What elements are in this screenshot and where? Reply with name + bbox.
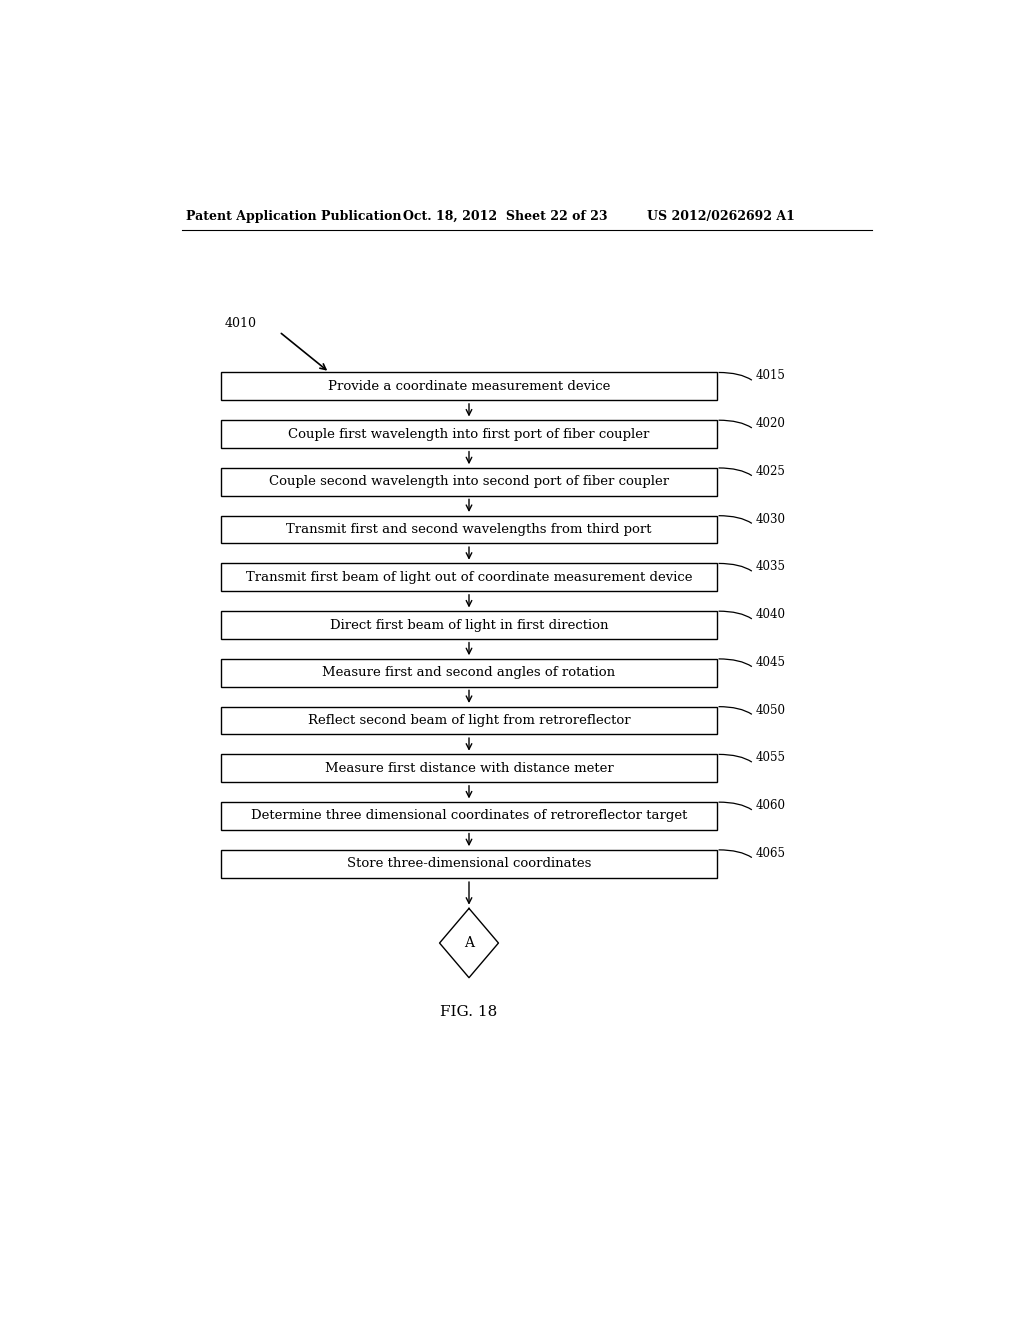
Text: Oct. 18, 2012  Sheet 22 of 23: Oct. 18, 2012 Sheet 22 of 23 [403, 210, 607, 223]
Bar [221, 803, 717, 830]
Text: 4065: 4065 [756, 847, 785, 859]
Bar [221, 564, 717, 591]
Text: 4025: 4025 [756, 465, 785, 478]
Text: Transmit first and second wavelengths from third port: Transmit first and second wavelengths fr… [287, 523, 651, 536]
Text: Measure first distance with distance meter: Measure first distance with distance met… [325, 762, 613, 775]
Bar [221, 755, 717, 781]
Bar [221, 611, 717, 639]
Bar [221, 706, 717, 734]
Text: Measure first and second angles of rotation: Measure first and second angles of rotat… [323, 667, 615, 680]
Text: Direct first beam of light in first direction: Direct first beam of light in first dire… [330, 619, 608, 631]
Bar [221, 469, 717, 496]
Bar [221, 372, 717, 400]
Text: Determine three dimensional coordinates of retroreflector target: Determine three dimensional coordinates … [251, 809, 687, 822]
Bar [221, 850, 717, 878]
Text: 4055: 4055 [756, 751, 785, 764]
Bar [221, 659, 717, 686]
Text: FIG. 18: FIG. 18 [440, 1006, 498, 1019]
Text: 4030: 4030 [756, 512, 785, 525]
Polygon shape [439, 908, 499, 978]
Text: 4020: 4020 [756, 417, 785, 430]
Text: 4035: 4035 [756, 560, 785, 573]
Text: Transmit first beam of light out of coordinate measurement device: Transmit first beam of light out of coor… [246, 570, 692, 583]
Text: 4045: 4045 [756, 656, 785, 669]
Text: 4015: 4015 [756, 370, 785, 383]
Text: Reflect second beam of light from retroreflector: Reflect second beam of light from retror… [307, 714, 631, 727]
Text: 4050: 4050 [756, 704, 785, 717]
Text: Store three-dimensional coordinates: Store three-dimensional coordinates [347, 857, 591, 870]
Text: Patent Application Publication: Patent Application Publication [186, 210, 401, 223]
Text: Couple second wavelength into second port of fiber coupler: Couple second wavelength into second por… [269, 475, 669, 488]
Text: Provide a coordinate measurement device: Provide a coordinate measurement device [328, 380, 610, 393]
Text: Couple first wavelength into first port of fiber coupler: Couple first wavelength into first port … [289, 428, 649, 441]
Text: 4010: 4010 [225, 317, 257, 330]
Text: 4040: 4040 [756, 609, 785, 622]
Text: A: A [464, 936, 474, 950]
Text: US 2012/0262692 A1: US 2012/0262692 A1 [647, 210, 795, 223]
Bar [221, 420, 717, 447]
Text: 4060: 4060 [756, 799, 785, 812]
Bar [221, 516, 717, 544]
